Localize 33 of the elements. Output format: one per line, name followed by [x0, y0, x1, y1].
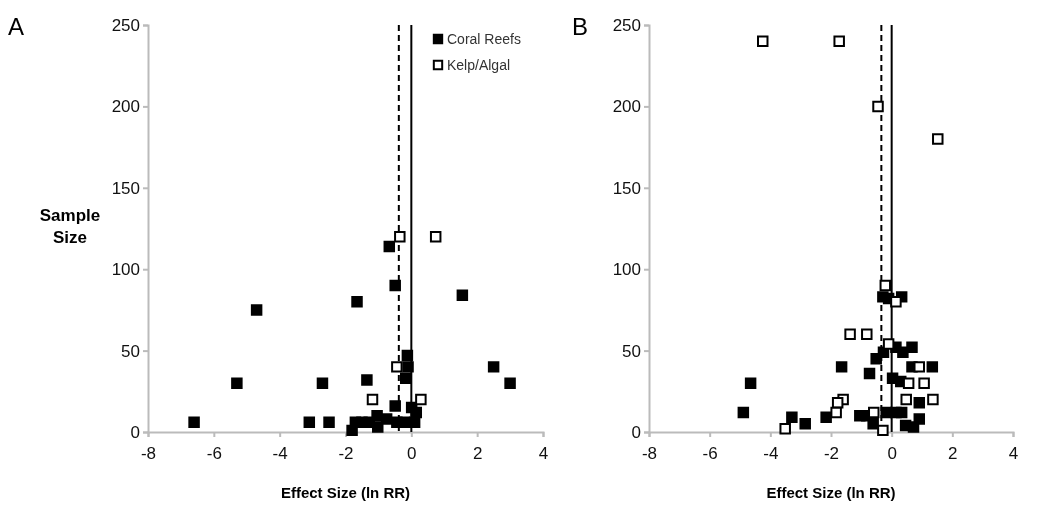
chart-title: B — [572, 13, 589, 40]
x-tick-label: -2 — [823, 443, 840, 463]
y-tick-label: 100 — [612, 260, 641, 280]
y-tick-label: 200 — [111, 97, 140, 117]
x-axis-title: Effect Size (ln RR) — [766, 484, 896, 501]
x-tick-label: 0 — [407, 443, 417, 463]
y-axis-title: Sample Size — [39, 205, 101, 247]
y-tick-label: 100 — [111, 260, 140, 280]
y-tick-label: 0 — [631, 422, 641, 442]
x-tick-label: 2 — [472, 443, 483, 463]
legend-label: Coral Reefs — [447, 31, 521, 47]
x-tick-label: -6 — [206, 443, 222, 463]
y-tick-label: 50 — [622, 341, 641, 361]
y-tick-label: 150 — [612, 178, 641, 198]
y-tick-label: 0 — [130, 422, 140, 442]
x-tick-label: -6 — [702, 443, 718, 463]
chart-title: A — [8, 13, 25, 40]
y-tick-label: 150 — [111, 178, 140, 198]
x-tick-label: -8 — [140, 443, 157, 463]
y-tick-label: 200 — [612, 97, 641, 117]
x-tick-label: 0 — [887, 443, 897, 463]
x-tick-label: -4 — [272, 443, 288, 463]
x-tick-label: 2 — [948, 443, 958, 463]
y-tick-label: 250 — [612, 15, 641, 35]
x-axis-title: Effect Size (ln RR) — [280, 484, 411, 501]
y-tick-label: 50 — [121, 341, 140, 361]
x-tick-label: 4 — [538, 443, 549, 463]
y-tick-label: 250 — [111, 15, 140, 35]
legend-label: Kelp/Algal — [447, 57, 511, 73]
x-tick-label: -8 — [641, 443, 658, 463]
x-tick-label: -2 — [338, 443, 354, 463]
x-tick-label: 4 — [1008, 443, 1019, 463]
x-tick-label: -4 — [763, 443, 779, 463]
